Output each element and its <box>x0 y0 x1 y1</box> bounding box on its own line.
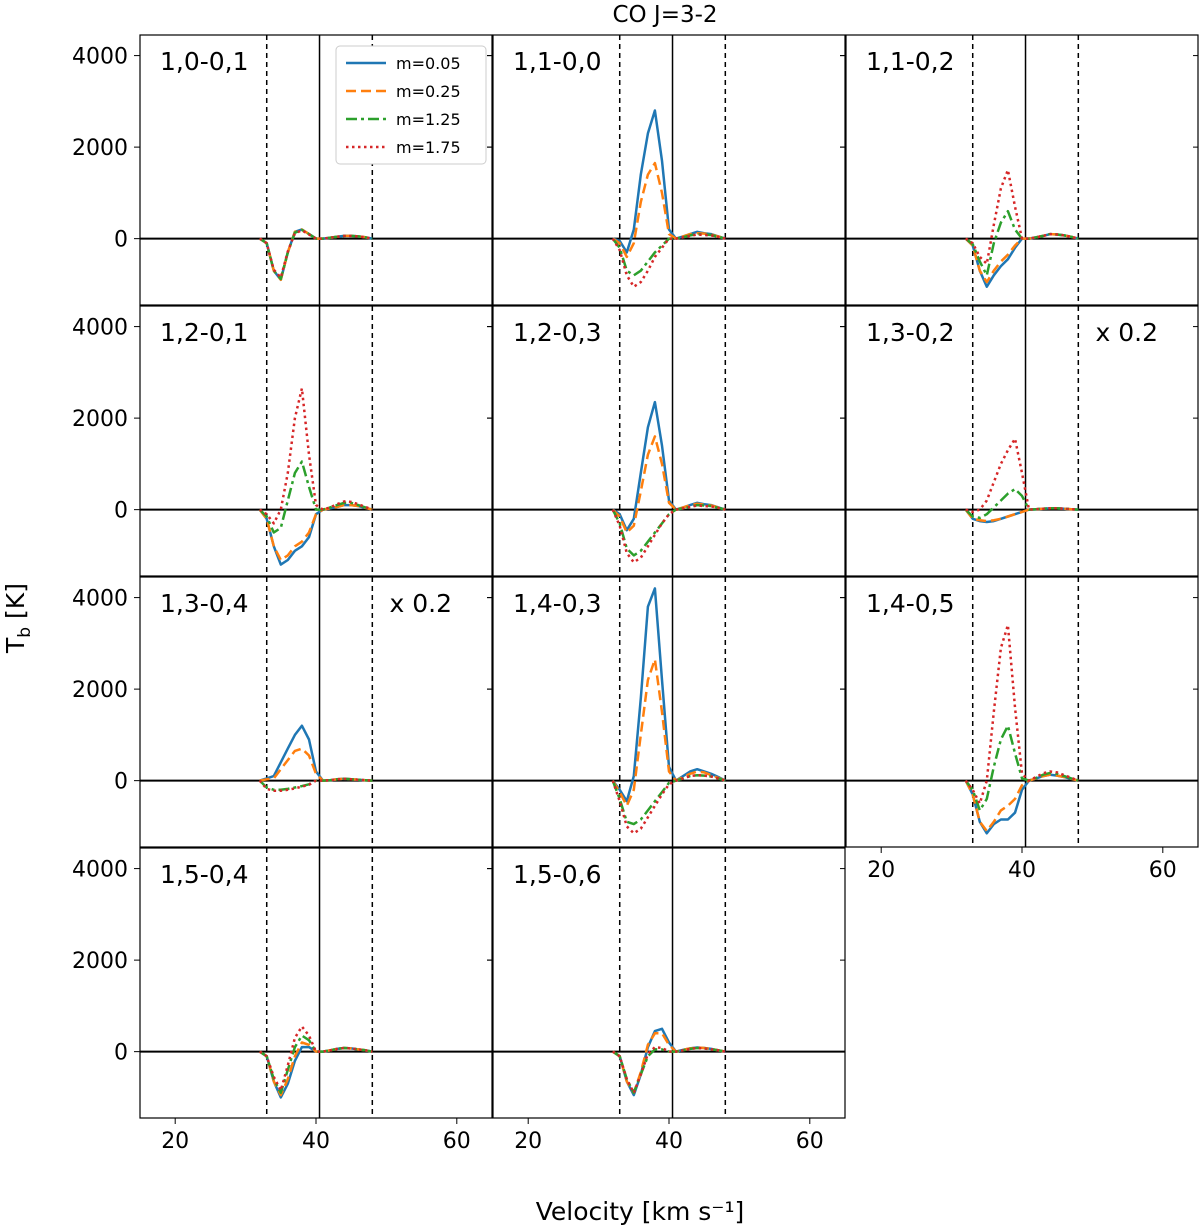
series-line-m=1.75 <box>258 777 373 792</box>
series-line-m=0.25 <box>611 435 726 534</box>
panel-label: 1,3-0,4 <box>160 589 249 618</box>
panel-1,5-0,6: 1,5-0,6 20 40 60 <box>487 847 846 1154</box>
panel-frame <box>492 34 846 306</box>
series-line-m=1.75 <box>611 233 726 288</box>
series-line-m=1.25 <box>611 503 726 557</box>
x-tick-label: 60 <box>443 1129 471 1154</box>
panel-frame <box>492 576 846 848</box>
series-line-m=1.25 <box>259 228 373 281</box>
y-tick-label: 4000 <box>72 316 128 341</box>
series-line-m=1.25 <box>964 209 1079 277</box>
x-axis-label: Velocity [km s⁻¹] <box>536 1197 745 1226</box>
x-tick-label: 20 <box>514 1129 542 1154</box>
scale-label: x 0.2 <box>390 589 453 618</box>
panel-1,1-0,2: 1,1-0,2 <box>840 34 1199 306</box>
x-tick-label: 20 <box>161 1129 189 1154</box>
legend-entry: m=1.75 <box>396 138 461 157</box>
y-tick-label: 0 <box>114 770 128 795</box>
y-axis-label: Tb [K] <box>1 583 35 654</box>
y-tick-label: 0 <box>114 499 128 524</box>
series-line-m=1.75 <box>259 1025 373 1092</box>
y-tick-label: 0 <box>114 1041 128 1066</box>
x-tick-label: 40 <box>302 1129 330 1154</box>
panel-1,5-0,4: 0 2000 4000 1,5-0,4 20 40 60 <box>72 847 493 1154</box>
series-line-m=1.75 <box>965 168 1079 266</box>
panel-label: 1,4-0,5 <box>866 589 955 618</box>
panel-1,0-0,1: 0 2000 4000 1,0-0,1 <box>72 34 493 306</box>
y-tick-label: 2000 <box>72 949 128 974</box>
series-line-m=1.75 <box>964 623 1079 805</box>
panel-1,4-0,3: 1,4-0,3 <box>487 576 846 848</box>
series-line-m=0.25 <box>611 658 726 808</box>
panel-label: 1,2-0,3 <box>513 318 602 347</box>
series-line-m=0.05 <box>964 232 1079 288</box>
panel-frame <box>139 305 493 577</box>
legend: m=0.05 m=0.25 m=1.25 m=1.75 <box>335 45 487 165</box>
legend-entry: m=0.25 <box>396 82 461 101</box>
panel-label: 1,0-0,1 <box>160 47 249 76</box>
series-line-m=0.25 <box>258 503 373 562</box>
panel-frame <box>492 305 846 577</box>
x-tick-label: 60 <box>1149 858 1177 883</box>
x-tick-label: 40 <box>1008 858 1036 883</box>
series-line-m=0.05 <box>612 400 726 532</box>
legend-box <box>335 45 487 165</box>
panel-1,3-0,2: 1,3-0,2 x 0.2 <box>840 305 1199 577</box>
x-tick-label: 20 <box>867 858 895 883</box>
series-line-m=1.75 <box>965 437 1079 514</box>
scale-label: x 0.2 <box>1096 318 1159 347</box>
panel-label: 1,1-0,2 <box>866 47 955 76</box>
panel-1,4-0,5: 1,4-0,5 20 40 60 <box>840 576 1199 883</box>
series-line-m=1.25 <box>611 773 726 826</box>
x-tick-label: 40 <box>655 1129 683 1154</box>
series-line-m=0.05 <box>612 109 726 254</box>
chart-title: CO J=3-2 <box>612 2 717 28</box>
series-line-m=0.25 <box>964 507 1079 523</box>
series-line-m=1.25 <box>612 1046 726 1095</box>
series-line-m=0.05 <box>259 1045 373 1099</box>
panel-label: 1,5-0,6 <box>513 860 602 889</box>
panel-1,2-0,1: 0 2000 4000 1,2-0,1 <box>72 305 493 577</box>
series-line-m=1.75 <box>612 1045 726 1095</box>
y-tick-label: 0 <box>114 228 128 253</box>
series-line-m=1.25 <box>964 487 1079 520</box>
series-line-m=1.75 <box>259 387 373 525</box>
y-tick-label: 4000 <box>72 45 128 70</box>
panel-label: 1,4-0,3 <box>513 589 602 618</box>
y-tick-label: 4000 <box>72 587 128 612</box>
panel-frame <box>845 305 1199 577</box>
panel-frame <box>845 34 1199 306</box>
panel-1,2-0,3: 1,2-0,3 <box>487 305 846 577</box>
legend-entry: m=0.05 <box>396 54 461 73</box>
panel-label: 1,3-0,2 <box>866 318 955 347</box>
series-line-m=0.25 <box>259 747 373 782</box>
series-line-m=1.75 <box>611 504 726 564</box>
series-line-m=0.25 <box>964 773 1079 833</box>
y-tick-label: 4000 <box>72 858 128 883</box>
series-line-m=1.25 <box>964 724 1079 812</box>
panel-label: 1,1-0,0 <box>513 47 602 76</box>
series-line-m=1.25 <box>258 460 373 534</box>
panel-1,3-0,4: 0 2000 4000 1,3-0,4 x 0.2 <box>72 576 493 848</box>
y-tick-label: 2000 <box>72 407 128 432</box>
panel-frame <box>139 34 493 306</box>
panel-1,1-0,0: 1,1-0,0 <box>487 34 846 306</box>
legend-entry: m=1.25 <box>396 110 461 129</box>
panel-frame <box>139 576 493 848</box>
x-tick-label: 60 <box>796 1129 824 1154</box>
y-tick-label: 2000 <box>72 678 128 703</box>
series-line-m=0.25 <box>259 1041 373 1097</box>
panel-label: 1,5-0,4 <box>160 860 249 889</box>
panel-label: 1,2-0,1 <box>160 318 249 347</box>
series-line-m=1.75 <box>611 773 726 835</box>
y-tick-label: 2000 <box>72 136 128 161</box>
series-line-m=1.75 <box>259 229 373 279</box>
